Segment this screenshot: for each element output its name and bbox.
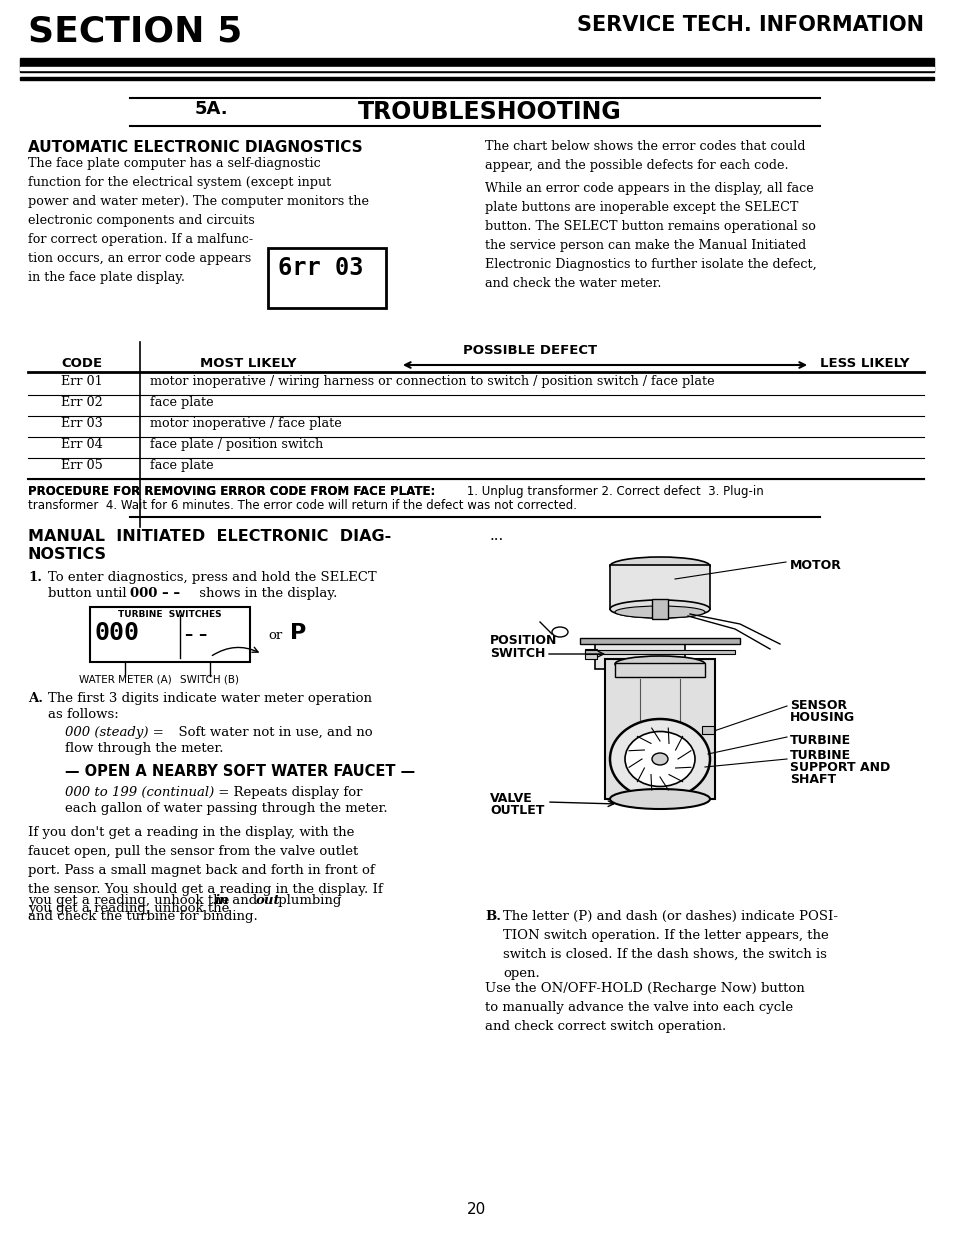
Text: motor inoperative / wiring harness or connection to switch / position switch / f: motor inoperative / wiring harness or co… [150, 375, 714, 388]
Text: MOTOR: MOTOR [789, 559, 841, 572]
Text: TURBINE: TURBINE [789, 748, 850, 762]
Ellipse shape [609, 557, 709, 576]
Text: PROCEDURE FOR REMOVING ERROR CODE FROM FACE PLATE:: PROCEDURE FOR REMOVING ERROR CODE FROM F… [28, 485, 435, 498]
Bar [615, 663, 704, 677]
Text: VALVE: VALVE [490, 792, 532, 805]
Text: MANUAL  INITIATED  ELECTRONIC  DIAG-: MANUAL INITIATED ELECTRONIC DIAG- [28, 529, 391, 543]
Text: MOST LIKELY: MOST LIKELY [200, 357, 296, 370]
Text: ...: ... [490, 529, 504, 543]
Bar [20, 67, 933, 70]
Text: The face plate computer has a self-diagnostic
function for the electrical system: The face plate computer has a self-diagn… [28, 157, 369, 284]
Text: motor inoperative / face plate: motor inoperative / face plate [150, 417, 341, 430]
Text: 1.: 1. [28, 571, 42, 584]
Text: LESS LIKELY: LESS LIKELY [820, 357, 909, 370]
Bar [584, 650, 734, 655]
Text: AUTOMATIC ELECTRONIC DIAGNOSTICS: AUTOMATIC ELECTRONIC DIAGNOSTICS [28, 140, 362, 156]
Text: 1. Unplug transformer 2. Correct defect  3. Plug-in: 1. Unplug transformer 2. Correct defect … [462, 485, 763, 498]
Text: – –: – – [185, 627, 207, 643]
Ellipse shape [609, 600, 709, 618]
Bar [604, 659, 714, 799]
Text: SERVICE TECH. INFORMATION: SERVICE TECH. INFORMATION [577, 15, 923, 35]
Text: 6rr 03: 6rr 03 [277, 256, 363, 280]
Text: OUTLET: OUTLET [490, 804, 544, 818]
Bar [268, 248, 386, 308]
Bar [20, 77, 933, 80]
Ellipse shape [615, 606, 704, 618]
Bar [609, 564, 709, 609]
Text: 20: 20 [467, 1202, 486, 1216]
Text: CODE: CODE [61, 357, 103, 370]
Text: P: P [290, 622, 306, 643]
Ellipse shape [624, 731, 695, 787]
Text: Err 04: Err 04 [61, 438, 103, 451]
Text: or: or [268, 629, 282, 642]
Text: PROCEDURE FOR REMOVING ERROR CODE FROM FACE PLATE: 1. Unplug transformer 2. Corr: PROCEDURE FOR REMOVING ERROR CODE FROM F… [28, 485, 693, 516]
Ellipse shape [615, 656, 704, 672]
Text: as follows:: as follows: [48, 708, 118, 721]
Bar [579, 638, 740, 643]
Text: NOSTICS: NOSTICS [28, 547, 107, 562]
Text: each gallon of water passing through the meter.: each gallon of water passing through the… [65, 802, 387, 815]
Text: plumbing: plumbing [274, 894, 341, 906]
Text: 5A.: 5A. [194, 100, 229, 119]
Text: button until: button until [48, 587, 131, 600]
Text: and: and [228, 894, 261, 906]
Text: Soft water not in use, and no: Soft water not in use, and no [170, 726, 373, 739]
Text: face plate: face plate [150, 459, 213, 472]
Text: POSITION: POSITION [490, 634, 557, 647]
Text: 000: 000 [95, 621, 140, 645]
Bar [595, 638, 684, 669]
Text: shows in the display.: shows in the display. [194, 587, 337, 600]
Text: The first 3 digits indicate water meter operation: The first 3 digits indicate water meter … [48, 692, 372, 705]
Text: SWITCH (B): SWITCH (B) [180, 674, 239, 684]
Bar [20, 58, 933, 72]
Text: TURBINE  SWITCHES: TURBINE SWITCHES [118, 610, 222, 619]
Text: HOUSING: HOUSING [789, 711, 854, 724]
Text: and check the turbine for binding.: and check the turbine for binding. [28, 910, 257, 923]
Text: SWITCH: SWITCH [490, 647, 545, 659]
Text: 000 – –: 000 – – [130, 587, 180, 600]
Text: Err 05: Err 05 [61, 459, 103, 472]
Ellipse shape [651, 753, 667, 764]
Text: = Repeats display for: = Repeats display for [213, 785, 362, 799]
Text: WATER METER (A): WATER METER (A) [78, 674, 172, 684]
Text: you get a reading, unhook the: you get a reading, unhook the [28, 894, 233, 906]
Bar [584, 650, 597, 659]
Text: TROUBLESHOOTING: TROUBLESHOOTING [357, 100, 621, 124]
Text: — OPEN A NEARBY SOFT WATER FAUCET —: — OPEN A NEARBY SOFT WATER FAUCET — [65, 764, 415, 779]
Text: B.: B. [484, 910, 500, 923]
Text: A.: A. [28, 692, 43, 705]
Text: flow through the meter.: flow through the meter. [65, 742, 223, 755]
Text: face plate: face plate [150, 396, 213, 409]
Bar [90, 606, 250, 662]
Text: SECTION 5: SECTION 5 [28, 15, 242, 49]
Text: SUPPORT AND: SUPPORT AND [789, 761, 889, 774]
Ellipse shape [609, 789, 709, 809]
Text: transformer  4. Wait for 6 minutes. The error code will return if the defect was: transformer 4. Wait for 6 minutes. The e… [28, 499, 577, 513]
Text: While an error code appears in the display, all face
plate buttons are inoperabl: While an error code appears in the displ… [484, 182, 816, 290]
Text: To enter diagnostics, press and hold the SELECT: To enter diagnostics, press and hold the… [48, 571, 376, 584]
Text: SENSOR: SENSOR [789, 699, 846, 713]
Text: 000 (steady) =: 000 (steady) = [65, 726, 164, 739]
Text: TURBINE: TURBINE [789, 734, 850, 747]
Text: If you don't get a reading in the display, with the
faucet open, pull the sensor: If you don't get a reading in the displa… [28, 826, 382, 915]
Text: 000 to 199 (continual): 000 to 199 (continual) [65, 785, 214, 799]
Text: Err 01: Err 01 [61, 375, 103, 388]
Text: POSSIBLE DEFECT: POSSIBLE DEFECT [462, 345, 597, 357]
Text: The chart below shows the error codes that could
appear, and the possible defect: The chart below shows the error codes th… [484, 140, 804, 172]
Text: SHAFT: SHAFT [789, 773, 835, 785]
Text: PROCEDURE FOR REMOVING ERROR CODE FROM FACE PLATE:: PROCEDURE FOR REMOVING ERROR CODE FROM F… [28, 485, 435, 498]
Text: The letter (P) and dash (or dashes) indicate POSI-
TION switch operation. If the: The letter (P) and dash (or dashes) indi… [502, 910, 837, 981]
Ellipse shape [609, 719, 709, 799]
Text: out: out [255, 894, 280, 906]
Text: Use the ON/OFF-HOLD (Recharge Now) button
to manually advance the valve into eac: Use the ON/OFF-HOLD (Recharge Now) butto… [484, 982, 804, 1032]
Text: face plate / position switch: face plate / position switch [150, 438, 323, 451]
Text: Err 02: Err 02 [61, 396, 103, 409]
Text: in: in [214, 894, 230, 906]
Bar [651, 599, 667, 619]
Bar [701, 726, 713, 734]
Text: Err 03: Err 03 [61, 417, 103, 430]
